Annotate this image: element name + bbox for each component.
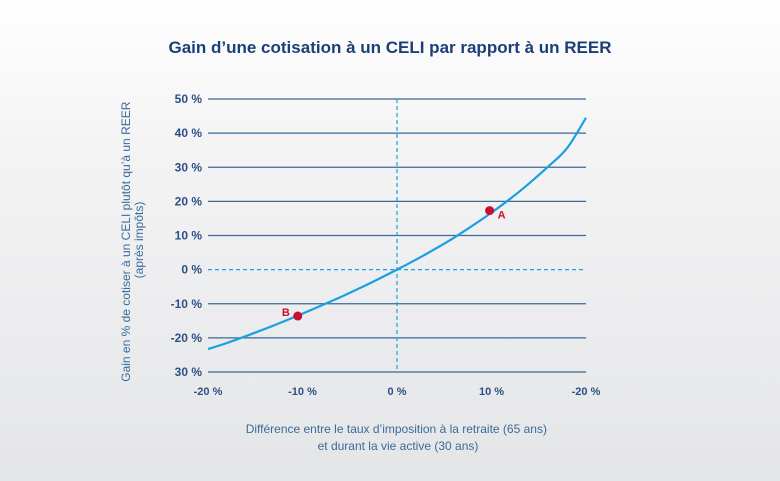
x-tick-label: 0 % <box>388 386 407 398</box>
point-label-a: A <box>498 210 506 222</box>
point-label-b: B <box>282 307 290 319</box>
x-tick-label: 10 % <box>479 386 504 398</box>
point-a <box>485 206 495 216</box>
y-axis-label: Gain en % de cotiser à un CELI plutôt qu… <box>119 98 146 382</box>
y-tick-label: 40 % <box>175 126 203 140</box>
x-tick-label: -20 % <box>572 386 601 398</box>
y-tick-label: 10 % <box>175 229 203 243</box>
series-line <box>207 117 587 351</box>
y-tick-label: 50 % <box>175 92 203 106</box>
points-layer: AB <box>282 206 506 321</box>
y-axis-label-line-2: (après impôts) <box>132 202 146 279</box>
y-tick-labels: 50 % 40 % 30 % 20 % 10 % 0 % -10 % -20 % 30 % <box>171 92 203 379</box>
y-tick-label: 30 % <box>175 365 203 379</box>
y-tick-label: -20 % <box>171 331 203 345</box>
y-tick-label: 0 % <box>181 263 202 277</box>
series-layer <box>207 117 587 351</box>
y-tick-label: 20 % <box>175 194 203 208</box>
x-tick-labels: -20 % -10 % 0 % 10 % -20 % <box>194 386 601 398</box>
x-tick-label: -10 % <box>288 386 317 398</box>
point-b <box>293 311 303 321</box>
y-tick-label: 30 % <box>175 160 203 174</box>
x-tick-label: -20 % <box>194 386 223 398</box>
chart-title: Gain d’une cotisation à un CELI par rapp… <box>168 38 612 57</box>
y-axis-label-line-1: Gain en % de cotiser à un CELI plutôt qu… <box>119 101 133 381</box>
x-axis-label-line-1: Différence entre le taux d’imposition à … <box>246 422 547 436</box>
x-axis-label: Différence entre le taux d’imposition à … <box>246 422 551 453</box>
y-tick-label: -10 % <box>171 297 203 311</box>
x-axis-label-line-2: et durant la vie active (30 ans) <box>318 439 479 453</box>
